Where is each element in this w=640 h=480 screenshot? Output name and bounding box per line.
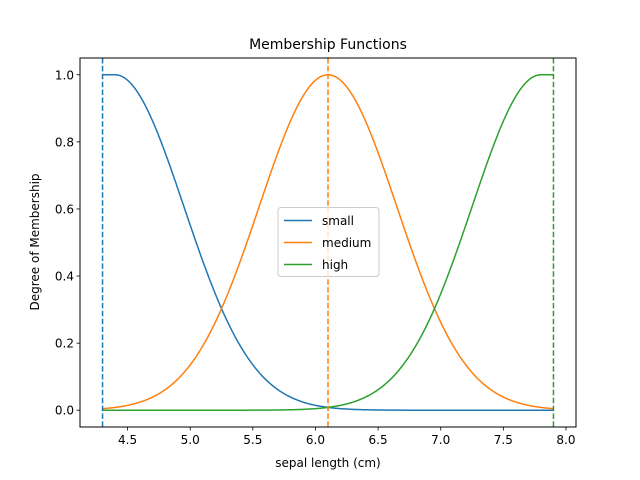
y-tick-label: 0.4 [55,270,74,284]
chart-title: Membership Functions [249,37,407,53]
x-tick-label: 7.5 [494,433,513,447]
x-tick-label: 4.5 [118,433,137,447]
x-tick-label: 6.5 [369,433,388,447]
y-tick-label: 0.2 [55,337,74,351]
legend-label-high: high [322,258,348,272]
y-tick-label: 0.0 [55,404,74,418]
x-tick-label: 8.0 [556,433,575,447]
legend-box [277,207,380,277]
y-tick-label: 0.6 [55,202,74,216]
x-tick-label: 6.0 [306,433,325,447]
x-tick-label: 7.0 [431,433,450,447]
y-axis-label: Degree of Membership [28,173,42,310]
x-axis-label: sepal length (cm) [275,456,380,470]
y-tick-label: 0.8 [55,135,74,149]
axis-ticks: 4.5 5.0 5.5 6.0 6.5 7.0 7.5 8.0 0.0 0.2 0.4 0.6 0.8 1… [55,68,576,447]
legend-label-medium: medium [322,236,371,250]
legend-label-small: small [322,214,354,228]
x-tick-label: 5.0 [181,433,200,447]
axes-frame [79,57,577,428]
legend: small medium high [277,207,380,277]
x-tick-label: 5.5 [243,433,262,447]
y-tick-label: 1.0 [55,68,74,82]
